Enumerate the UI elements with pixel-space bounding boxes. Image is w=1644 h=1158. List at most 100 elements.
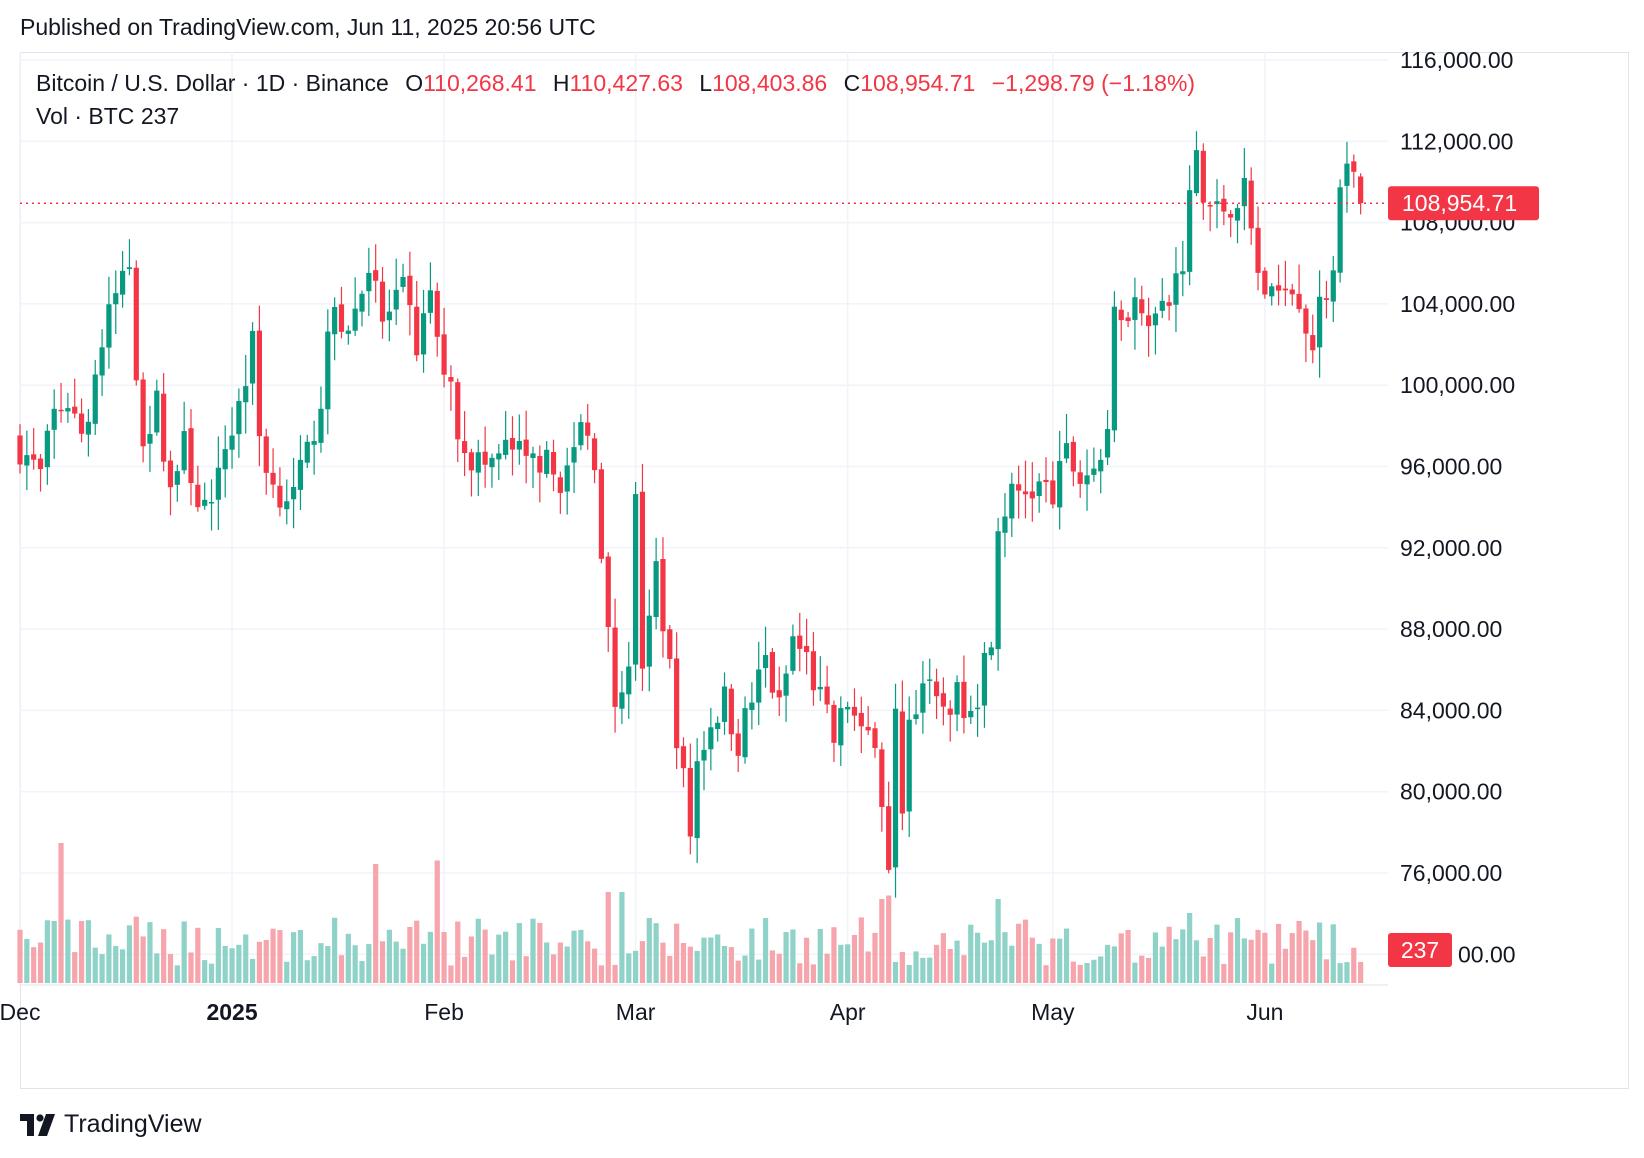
candle-body[interactable] [1207, 205, 1213, 207]
candle-body[interactable] [537, 455, 543, 473]
candle-body[interactable] [1043, 479, 1049, 483]
candle-body[interactable] [749, 702, 755, 710]
candle-body[interactable] [598, 469, 604, 559]
candle-body[interactable] [17, 435, 23, 465]
candle-body[interactable] [954, 682, 960, 715]
candle-body[interactable] [605, 556, 611, 627]
candle-body[interactable] [113, 293, 119, 305]
candle-body[interactable] [913, 714, 919, 719]
candle-body[interactable] [291, 487, 297, 500]
candle-body[interactable] [947, 708, 953, 715]
candle-body[interactable] [311, 441, 317, 445]
candle-body[interactable] [708, 727, 714, 750]
candle-body[interactable] [1282, 288, 1288, 291]
candle-body[interactable] [769, 652, 775, 693]
candle-body[interactable] [1255, 227, 1261, 273]
candle-body[interactable] [386, 311, 392, 321]
candle-body[interactable] [1269, 286, 1275, 297]
candle-body[interactable] [790, 636, 796, 671]
candle-body[interactable] [756, 669, 762, 703]
candle-body[interactable] [379, 281, 386, 322]
candle-body[interactable] [400, 277, 406, 287]
candle-body[interactable] [892, 708, 899, 868]
candle-body[interactable] [1330, 270, 1336, 302]
candle-body[interactable] [961, 681, 967, 719]
candle-body[interactable] [940, 693, 946, 707]
candle-body[interactable] [933, 681, 940, 697]
candle-body[interactable] [468, 452, 475, 471]
candle-body[interactable] [633, 494, 639, 665]
candle-body[interactable] [1262, 270, 1268, 295]
candle-body[interactable] [1310, 335, 1316, 351]
candle-body[interactable] [1077, 472, 1083, 484]
candle-body[interactable] [147, 434, 153, 444]
candle-body[interactable] [817, 686, 823, 690]
candle-body[interactable] [674, 658, 680, 749]
candle-body[interactable] [1166, 302, 1172, 306]
candle-body[interactable] [646, 615, 652, 667]
candle-body[interactable] [263, 436, 269, 473]
candle-body[interactable] [653, 561, 659, 617]
candle-body[interactable] [1118, 309, 1124, 321]
candle-body[interactable] [1091, 468, 1097, 475]
candle-body[interactable] [851, 706, 858, 716]
candle-body[interactable] [1296, 293, 1302, 310]
candle-body[interactable] [297, 459, 304, 490]
candle-body[interactable] [660, 559, 666, 632]
volume-label[interactable]: Vol · BTC [36, 103, 135, 129]
candle-body[interactable] [414, 306, 420, 356]
candle-body[interactable] [1351, 161, 1357, 172]
candle-body[interactable] [1009, 483, 1015, 519]
candle-body[interactable] [1146, 315, 1152, 327]
candle-body[interactable] [1248, 180, 1254, 229]
candle-body[interactable] [455, 382, 461, 440]
candle-body[interactable] [1070, 441, 1076, 472]
candle-body[interactable] [393, 289, 399, 310]
candle-body[interactable] [284, 501, 290, 510]
candle-body[interactable] [1200, 150, 1206, 203]
candle-body[interactable] [1323, 298, 1330, 300]
candle-body[interactable] [1173, 273, 1179, 305]
candle-body[interactable] [845, 706, 851, 710]
candle-body[interactable] [838, 708, 844, 746]
candle-body[interactable] [161, 393, 167, 462]
candle-body[interactable] [92, 374, 98, 424]
candle-body[interactable] [85, 421, 91, 435]
candle-body[interactable] [1193, 150, 1200, 194]
candle-body[interactable] [215, 467, 221, 500]
candle-body[interactable] [1016, 484, 1022, 491]
candle-body[interactable] [1289, 289, 1295, 295]
candle-body[interactable] [762, 655, 769, 669]
candle-body[interactable] [988, 647, 994, 656]
candle-body[interactable] [824, 686, 830, 705]
candle-body[interactable] [51, 408, 57, 430]
candle-body[interactable] [810, 651, 817, 691]
candle-body[interactable] [243, 386, 249, 403]
candle-body[interactable] [975, 707, 981, 710]
candle-body[interactable] [544, 449, 550, 474]
candle-body[interactable] [1111, 306, 1117, 431]
candle-body[interactable] [1303, 308, 1309, 334]
candle-body[interactable] [872, 728, 878, 748]
candle-body[interactable] [981, 652, 988, 706]
candle-body[interactable] [571, 447, 577, 463]
candle-body[interactable] [99, 347, 105, 376]
candle-body[interactable] [496, 453, 502, 460]
candle-body[interactable] [776, 690, 782, 698]
candle-body[interactable] [591, 438, 598, 471]
candle-body[interactable] [1036, 481, 1042, 497]
candle-body[interactable] [721, 686, 728, 722]
candle-body[interactable] [120, 270, 126, 295]
candle-body[interactable] [667, 629, 673, 659]
candle-body[interactable] [427, 290, 433, 313]
candle-body[interactable] [208, 501, 215, 504]
candle-body[interactable] [304, 441, 310, 463]
candle-body[interactable] [783, 673, 789, 696]
candle-body[interactable] [1358, 176, 1364, 204]
candle-body[interactable] [58, 409, 64, 412]
candle-body[interactable] [1337, 187, 1343, 273]
candle-body[interactable] [831, 704, 837, 743]
candle-body[interactable] [24, 455, 30, 466]
candle-body[interactable] [1159, 300, 1165, 311]
candle-body[interactable] [434, 290, 440, 337]
